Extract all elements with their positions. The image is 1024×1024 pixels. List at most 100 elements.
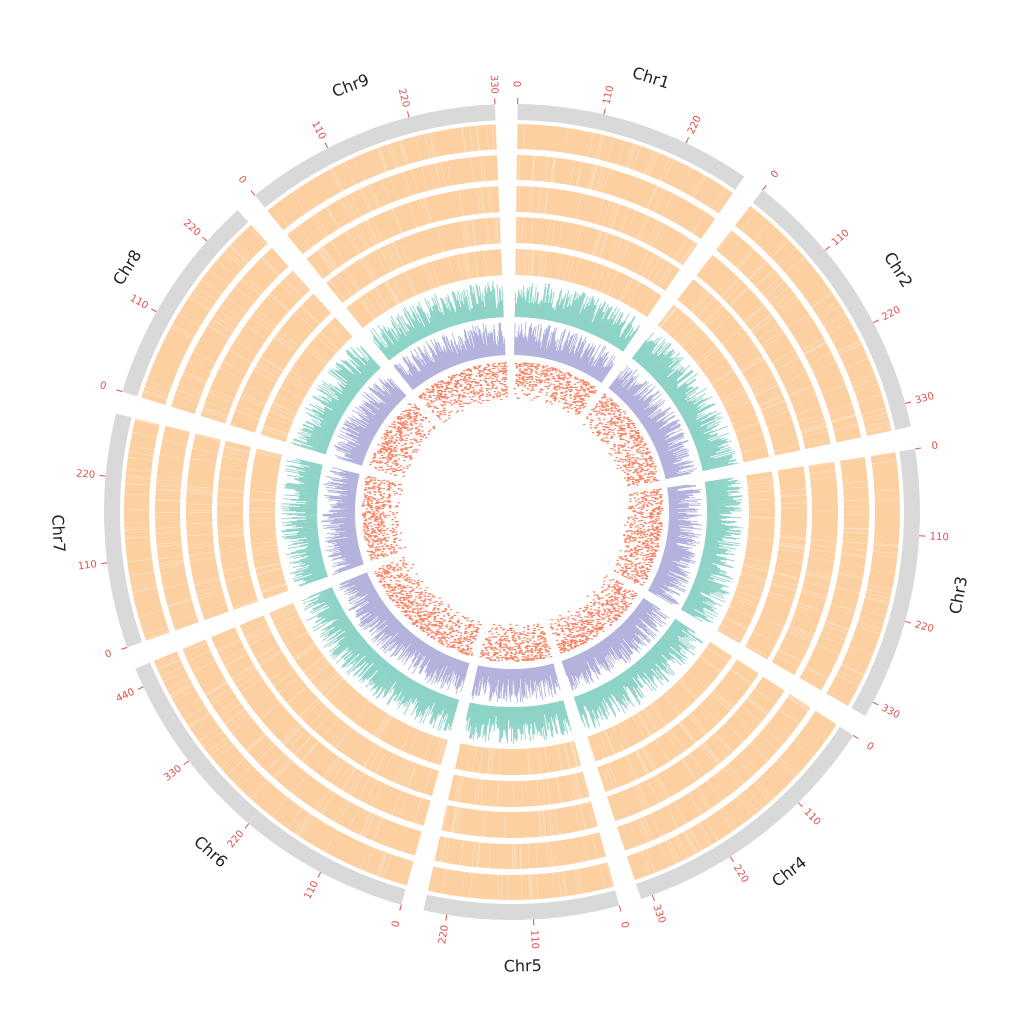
heatmap-cell-chr4-2	[617, 693, 811, 851]
ideogram-chr8	[122, 210, 249, 397]
heatmap-stripes-chr8-2	[174, 256, 280, 404]
heatmap-cell-chr4-1	[626, 710, 837, 881]
heatmap-cell-chr9-2	[286, 155, 499, 255]
scatter-points-chr7	[361, 476, 407, 561]
heatmap-stripes-chr4-3	[633, 676, 785, 811]
tick-label-chr8-110: 110	[128, 293, 150, 312]
inner-bars-chr7	[321, 467, 364, 576]
heatmap-stripes-chr1-1	[523, 124, 730, 212]
tick-label-chr6-220: 220	[226, 828, 247, 850]
tick-chr6-440	[137, 686, 144, 690]
heatmap-stripes-chr6-2	[183, 642, 422, 856]
heatmap-cell-chr9-1	[267, 124, 497, 231]
heatmap-stripes-chr2-5	[657, 304, 767, 453]
scatter-points-chr2	[583, 393, 660, 487]
scatter-points-chr1	[513, 362, 598, 415]
tick-label-chr1-110: 110	[601, 85, 616, 106]
ideogram-chr7	[103, 413, 143, 648]
ideogram-chr3	[851, 448, 921, 717]
tick-chr1-220	[685, 137, 690, 144]
heatmap-stripes-chr5-5	[466, 741, 580, 775]
heatmap-stripes-chr4-4	[601, 668, 752, 791]
heatmap-stripes-chr8-1	[142, 226, 267, 400]
heatmap-cell-chr3-2	[799, 456, 870, 691]
heatmap-stripes-chr5-2	[440, 834, 598, 870]
heatmap-stripes-chr6-1	[155, 655, 392, 878]
outer-bars-chr5	[465, 700, 572, 744]
heatmap-cell-chr7-1	[123, 418, 170, 641]
heatmap-stripes-chr1-2	[519, 155, 707, 234]
heatmap-stripes-chr5-1	[441, 862, 613, 900]
heatmap-stripes-chr4-5	[587, 641, 732, 762]
heatmap-stripes-chr8-4	[234, 305, 321, 420]
tick-chr2-330	[905, 401, 912, 404]
heatmap-stripes-chr8-3	[202, 272, 309, 420]
tick-chr7-0	[121, 646, 128, 650]
heatmap-stripes-chr9-4	[329, 217, 499, 301]
tick-label-chr5-110: 110	[528, 930, 540, 950]
tick-label-chr6-0: 0	[390, 920, 402, 929]
inner-bars-chr4	[561, 597, 670, 691]
tick-chr3-220	[904, 620, 911, 624]
heatmap-cell-chr4-4	[597, 659, 759, 792]
outer-bars-chr3	[680, 477, 744, 624]
outer-bar-track	[281, 281, 744, 744]
heatmap-stripes-chr6-4	[242, 620, 432, 794]
outer-bars-chr7	[281, 458, 329, 587]
heatmap-cell-chr7-4	[216, 440, 259, 610]
ideogram-track	[103, 104, 921, 921]
heatmap-stripes-chr9-5	[358, 250, 488, 320]
heatmap-cell-chr2-5	[657, 304, 770, 463]
ideogram-chr1	[517, 104, 745, 190]
heatmap-stripes-chr3-5	[718, 477, 775, 642]
heatmap-cell-chr5-2	[434, 832, 606, 869]
ideogram-chr5	[423, 890, 620, 921]
tick-label-chr7-0: 0	[104, 648, 114, 660]
heatmap-cell-chr1-1	[517, 124, 733, 214]
heatmap-track	[123, 124, 901, 901]
scatter-points-chr9	[418, 361, 509, 423]
tick-label-chr6-110: 110	[302, 879, 321, 901]
heatmap-stripes-chr3-4	[746, 488, 807, 658]
tick-label-chr6-440: 440	[114, 687, 136, 705]
heatmap-cell-chr4-5	[587, 641, 733, 762]
heatmap-cell-chr6-1	[153, 651, 414, 886]
ideogram-chr9	[254, 104, 496, 208]
tick-label-chr9-110: 110	[309, 119, 327, 141]
heatmap-cell-chr2-1	[734, 205, 892, 436]
heatmap-cell-chr1-2	[516, 155, 716, 240]
tick-chr6-110	[317, 872, 322, 878]
tick-label-chr3-330: 330	[879, 703, 901, 722]
heatmap-stripes-chr5-3	[442, 802, 595, 838]
scatter-points-chr5	[479, 623, 553, 662]
heatmap-stripes-chr7-2	[154, 439, 197, 623]
inner-bars-chr5	[471, 663, 561, 703]
heatmap-cell-chr1-3	[516, 186, 698, 266]
heatmap-cell-chr4-3	[606, 676, 785, 822]
inner-bar-track	[321, 321, 703, 703]
heatmap-cell-chr1-4	[515, 217, 680, 291]
outer-bars-chr8	[291, 345, 381, 455]
tick-chr1-110	[603, 108, 606, 115]
chromosome-label-chr5: Chr5	[503, 956, 542, 976]
heatmap-stripes-chr9-2	[295, 156, 486, 249]
outer-bars-chr1	[514, 283, 640, 352]
tick-label-chr9-330: 330	[488, 75, 500, 95]
outer-bars-chr4	[573, 618, 704, 729]
chromosome-label-chr6: Chr6	[190, 832, 231, 871]
inner-bars-chr8	[333, 377, 407, 466]
tick-chr9-110	[324, 142, 329, 149]
ideogram-chr4	[636, 726, 854, 900]
heatmap-cell-chr5-3	[441, 801, 598, 838]
heatmap-cell-chr3-3	[771, 461, 838, 676]
heatmap-cell-chr6-3	[211, 627, 431, 826]
tick-chr4-110	[797, 802, 803, 808]
inner-bars-chr2	[608, 365, 698, 480]
tick-label-chr2-110: 110	[830, 228, 852, 249]
heatmap-cell-chr3-1	[826, 452, 901, 707]
tick-label-chr8-0: 0	[98, 380, 107, 392]
tick-chr4-330	[651, 894, 655, 901]
tick-label-chr4-110: 110	[801, 807, 822, 828]
heatmap-stripes-chr1-4	[516, 217, 675, 288]
